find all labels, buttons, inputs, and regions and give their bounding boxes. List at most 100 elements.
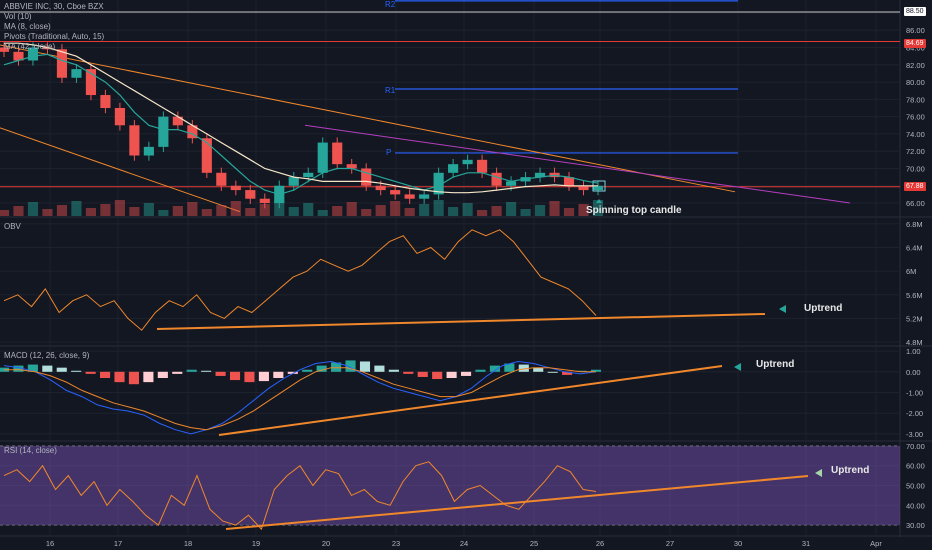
macd-histogram-bar <box>460 371 472 376</box>
macd-tick-label: 1.00 <box>906 347 921 356</box>
rsi-arrow-icon <box>815 469 822 477</box>
candle-body <box>332 142 343 165</box>
price-trendline-lower <box>0 127 241 213</box>
x-tick-label: 17 <box>114 539 122 548</box>
volume-bar <box>534 205 546 216</box>
macd-tick-label: -2.00 <box>906 409 923 418</box>
candle-body <box>346 164 357 169</box>
volume-bar <box>462 203 473 216</box>
volume-bar <box>245 208 256 216</box>
candle-body <box>303 172 314 178</box>
x-tick-label: 25 <box>530 539 538 548</box>
price-tag-line-lower: 67.88 <box>904 182 926 191</box>
price-tick-label: 80.00 <box>906 78 925 87</box>
price-tick-label: 82.00 <box>906 61 925 70</box>
macd-tick-label: 0.00 <box>906 368 921 377</box>
macd-histogram-bar <box>186 369 197 372</box>
macd-histogram-bar <box>489 365 500 372</box>
rsi-tick-label: 50.00 <box>906 482 925 491</box>
volume-bar <box>85 208 96 216</box>
macd-histogram-bar <box>27 364 38 372</box>
volume-bar <box>506 202 517 216</box>
macd-histogram-bar <box>287 371 298 374</box>
macd-histogram-bar <box>417 371 428 377</box>
candle-body <box>13 51 24 61</box>
macd-histogram-bar <box>56 367 67 372</box>
macd-histogram-bar <box>504 363 515 372</box>
candle-body <box>390 190 401 195</box>
x-tick-label: 26 <box>596 539 604 548</box>
volume-bar <box>375 205 386 216</box>
macd-histogram-bar <box>359 361 371 372</box>
macd-histogram-bar <box>143 371 154 383</box>
ma8-line <box>3 53 599 196</box>
macd-histogram-bar <box>576 370 587 372</box>
volume-bar <box>419 204 430 216</box>
macd-histogram-bar <box>345 360 356 372</box>
volume-bar <box>477 210 488 216</box>
candle-body <box>143 146 154 156</box>
price-tick-label: 72.00 <box>906 147 925 156</box>
candle-body <box>114 108 125 126</box>
x-tick-label: 27 <box>666 539 674 548</box>
volume-bar <box>172 206 183 216</box>
volume-bar <box>520 209 531 216</box>
volume-bar <box>143 203 154 216</box>
price-tick-label: 74.00 <box>906 130 925 139</box>
volume-bar <box>549 201 560 216</box>
price-tick-label: 78.00 <box>906 95 925 104</box>
price-trendline-magenta <box>304 124 851 204</box>
macd-histogram-bar <box>85 371 96 374</box>
candle-body <box>563 177 575 186</box>
legend-ma42: MA (42, close) <box>4 42 56 51</box>
legend-ma8: MA (8, close) <box>4 22 51 31</box>
macd-histogram-bar <box>331 362 342 372</box>
candle-body <box>71 69 82 78</box>
pivot-label-r1: R1 <box>385 86 396 95</box>
candle-body <box>27 47 39 61</box>
obv-tick-label: 6.8M <box>906 220 923 229</box>
candle-body <box>375 185 386 191</box>
volume-bar <box>317 210 328 216</box>
rsi-trendline <box>225 475 809 530</box>
legend-vol: Vol (10) <box>4 12 32 21</box>
obv-panel-title: OBV <box>4 222 21 231</box>
candle-body <box>201 138 212 173</box>
volume-bar <box>230 201 241 216</box>
macd-histogram-bar <box>475 369 486 372</box>
candle-body <box>491 172 502 186</box>
obv-tick-label: 6.4M <box>906 244 923 253</box>
annotation-obv-uptrend: Uptrend <box>804 303 843 314</box>
obv-trendline <box>156 313 766 330</box>
rsi-band <box>0 445 900 526</box>
candle-body <box>187 125 198 139</box>
volume-bar <box>216 205 227 216</box>
x-tick-label: 23 <box>392 539 400 548</box>
macd-trendline <box>218 365 723 436</box>
macd-histogram-bar <box>13 365 24 372</box>
candle-body <box>506 181 517 186</box>
x-tick-label: 20 <box>322 539 330 548</box>
macd-histogram-bar <box>446 371 457 378</box>
price-tick-label: 84.00 <box>906 44 925 53</box>
volume-bar <box>129 207 140 216</box>
price-tick-label: 86.00 <box>906 26 925 35</box>
volume-bar <box>100 204 111 216</box>
volume-bar <box>361 209 372 216</box>
x-tick-label: 16 <box>46 539 54 548</box>
rsi-panel-title: RSI (14, close) <box>4 446 57 455</box>
volume-bar <box>433 200 444 216</box>
macd-histogram-bar <box>100 371 111 378</box>
candle-body <box>172 116 183 126</box>
candle-body <box>288 177 299 186</box>
obv-line <box>3 229 597 331</box>
volume-bar <box>201 209 212 216</box>
volume-bar <box>114 200 125 216</box>
macd-histogram-bar <box>547 371 558 373</box>
candle-body <box>85 69 96 96</box>
macd-histogram-bar <box>273 371 284 378</box>
macd-line <box>3 360 597 435</box>
candle-body <box>534 172 546 178</box>
macd-histogram-bar <box>590 369 602 372</box>
